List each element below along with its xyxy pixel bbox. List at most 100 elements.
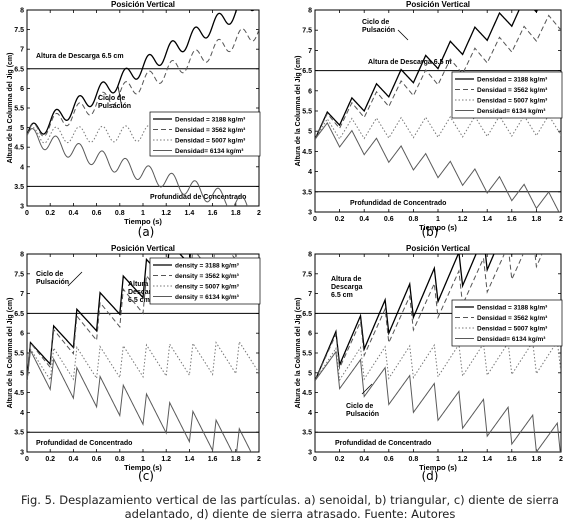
x-tick-label: 0.6 [384, 216, 394, 223]
x-axis-label: Tiempo (s) [419, 223, 457, 232]
y-tick-label: 7.5 [302, 28, 312, 35]
legend-entry: Densidad= 6134 kg/m³ [175, 148, 244, 155]
series-line [27, 28, 259, 137]
y-tick-label: 3 [20, 450, 24, 457]
y-tick-label: 3 [20, 204, 24, 211]
x-tick-label: 0.4 [359, 216, 369, 223]
legend-entry: Densidad= 6134 kg/m³ [477, 108, 546, 115]
x-tick-label: 2 [257, 210, 261, 217]
chart-title: Posición Vertical [406, 0, 470, 9]
y-tick-label: 6.5 [14, 66, 24, 73]
y-tick-label: 6 [20, 86, 24, 93]
legend-entry: Densidad = 3562 kg/m³ [477, 87, 548, 94]
y-tick-label: 8 [308, 252, 312, 259]
x-tick-label: 0 [25, 456, 29, 463]
x-tick-label: 1 [436, 456, 440, 463]
y-tick-label: 4 [20, 164, 24, 171]
annotation-arrow [397, 29, 409, 41]
x-tick-label: 1 [141, 456, 145, 463]
annotation-arrow [117, 85, 123, 109]
annotation-label: Ciclo de Pulsación [362, 19, 395, 34]
y-tick-label: 4 [308, 169, 312, 176]
panel-label: (d) [422, 469, 439, 483]
series-group [27, 254, 259, 452]
legend-entry: Densidad = 5007 kg/m³ [477, 98, 548, 105]
x-tick-label: 1.8 [532, 456, 542, 463]
series-group [27, 10, 259, 206]
x-tick-label: 1.4 [482, 456, 492, 463]
x-tick-label: 0 [25, 210, 29, 217]
x-tick-label: 1.8 [532, 216, 542, 223]
y-tick-label: 6.5 [302, 311, 312, 318]
legend-entry: density = 5007 kg/m³ [175, 284, 240, 291]
x-tick-label: 1 [436, 216, 440, 223]
series-group [315, 254, 561, 452]
y-tick-label: 7 [20, 47, 24, 54]
y-tick-label: 4 [308, 410, 312, 417]
x-tick-label: 0.2 [45, 210, 55, 217]
x-tick-label: 1.6 [507, 216, 517, 223]
legend-entry: Densidad = 3188 kg/m³ [175, 117, 246, 124]
legend-entry: Densidad = 3562 kg/m³ [477, 315, 548, 322]
series-line [27, 128, 248, 206]
chart-title: Posición Vertical [406, 244, 470, 253]
figure-caption: Fig. 5. Desplazamiento vertical de las p… [21, 493, 559, 521]
y-tick-label: 6 [308, 331, 312, 338]
x-tick-label: 0.4 [69, 210, 79, 217]
y-tick-label: 5.5 [302, 351, 312, 358]
series-line [315, 339, 561, 382]
y-tick-label: 5 [20, 125, 24, 132]
reference-label: Altura de Descarga 6.5 m [368, 59, 452, 66]
reference-label: Profundidad de Concentrado [350, 200, 446, 207]
y-tick-label: 7.5 [302, 271, 312, 278]
plot-area [26, 9, 260, 207]
annotation-label: Ciclo de Pulsación [98, 95, 131, 110]
y-tick-label: 8 [20, 8, 24, 15]
y-tick-label: 8 [308, 8, 312, 15]
series-line [27, 348, 252, 452]
series-line [315, 114, 561, 140]
y-tick-label: 3.5 [302, 189, 312, 196]
legend-entry: density = 3562 kg/m³ [175, 273, 240, 280]
x-tick-label: 1.4 [185, 456, 195, 463]
y-tick-label: 5 [308, 370, 312, 377]
y-tick-label: 3.5 [14, 184, 24, 191]
x-axis-label: Tiempo (s) [419, 463, 457, 472]
y-tick-label: 4 [20, 410, 24, 417]
panel-label: (a) [138, 225, 155, 239]
series-line [27, 10, 255, 136]
x-tick-label: 0.8 [115, 210, 125, 217]
x-tick-label: 0.8 [409, 216, 419, 223]
y-axis-label: Altura de la Columna del Jig (cm) [295, 56, 302, 167]
x-tick-label: 1.2 [458, 216, 468, 223]
x-tick-label: 1.6 [208, 456, 218, 463]
series-line [315, 121, 560, 212]
y-tick-label: 3 [308, 450, 312, 457]
x-tick-label: 0.2 [335, 216, 345, 223]
y-tick-label: 3.5 [302, 430, 312, 437]
y-tick-label: 5 [308, 129, 312, 136]
chart-panel-3: Posición Vertical 0 0.2 0.4 0.6 0.8 1 1.2 1.4 1.6… [7, 244, 261, 483]
series-line [27, 254, 191, 381]
x-axis-label: Tiempo (s) [124, 463, 162, 472]
reference-label: Profundidad de Concentrado [150, 194, 246, 201]
x-tick-label: 1.2 [458, 456, 468, 463]
panel-label: (b) [422, 225, 439, 239]
legend-entry: Densidad = 5007 kg/m³ [477, 326, 548, 333]
panel-label: (c) [138, 469, 154, 483]
series-line [315, 10, 539, 140]
legend-entry: Densidad = 3188 kg/m³ [477, 77, 548, 84]
x-tick-label: 0.4 [69, 456, 79, 463]
series-line [315, 254, 561, 381]
y-tick-label: 5.5 [14, 106, 24, 113]
series-group [315, 10, 561, 212]
chart-panel-1: Posición Vertical 0 0.2 0.4 0.6 0.8 1 1.2 1.4 1.6… [7, 0, 261, 239]
chart-title: Posición Vertical [111, 244, 175, 253]
y-tick-label: 7 [20, 291, 24, 298]
y-tick-label: 4.5 [302, 149, 312, 156]
x-tick-label: 1.4 [185, 210, 195, 217]
legend-entry: density = 6134 kg/m³ [175, 294, 240, 301]
x-tick-label: 2 [559, 456, 563, 463]
chart-panel-4: Posición Vertical 0 0.2 0.4 0.6 0.8 1 1.2 1.4 1.6… [295, 244, 563, 483]
x-tick-label: 0 [313, 456, 317, 463]
